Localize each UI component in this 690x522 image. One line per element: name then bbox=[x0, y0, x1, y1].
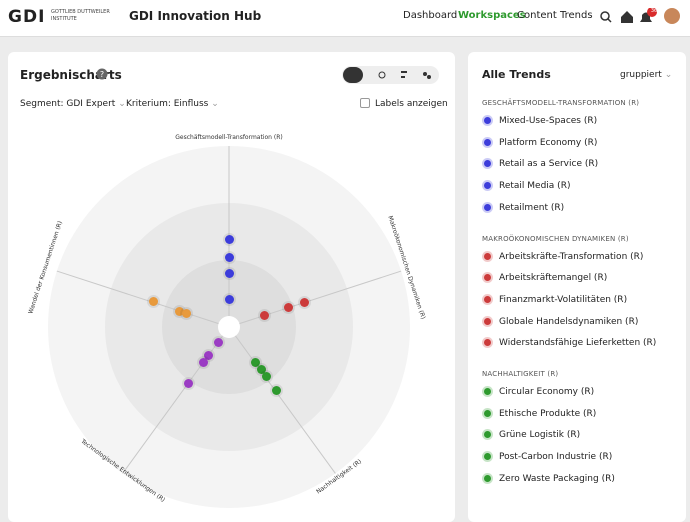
trend-dot bbox=[484, 339, 491, 347]
trends-title: Alle Trends bbox=[482, 68, 551, 81]
trend-item[interactable]: Finanzmarkt-Volatilitäten (R) bbox=[499, 294, 628, 305]
group-heading: MAKROÖKONOMISCHEN DYNAMIKEN (R) bbox=[482, 234, 629, 243]
nav-link[interactable]: Dashboard bbox=[403, 10, 458, 21]
trend-dot[interactable] bbox=[259, 310, 269, 320]
group-heading: NACHHALTIGKEIT (R) bbox=[482, 370, 559, 378]
trend-dot[interactable] bbox=[224, 234, 234, 244]
trend-dot bbox=[484, 160, 491, 168]
app-title: GDI Innovation Hub bbox=[129, 9, 262, 23]
view-toggle[interactable] bbox=[342, 66, 442, 86]
trend-item[interactable]: Ethische Produkte (R) bbox=[499, 408, 597, 419]
trend-dot[interactable] bbox=[148, 296, 158, 306]
trend-item[interactable]: Retail as a Service (R) bbox=[499, 159, 599, 170]
svg-text:?: ? bbox=[100, 70, 104, 79]
trend-dot[interactable] bbox=[224, 252, 234, 262]
trend-dot[interactable] bbox=[224, 268, 234, 278]
trend-item[interactable]: Mixed-Use-Spaces (R) bbox=[499, 116, 598, 126]
logo-line: GOTTLIEB DUTTWEILER bbox=[51, 9, 110, 15]
trend-dot[interactable] bbox=[271, 385, 281, 395]
help-icon[interactable]: ? bbox=[96, 68, 110, 82]
trend-item[interactable]: Zero Waste Packaging (R) bbox=[499, 473, 615, 484]
trend-dot[interactable] bbox=[198, 357, 208, 367]
axis-line bbox=[228, 270, 402, 328]
trend-item[interactable]: Grüne Logistik (R) bbox=[499, 430, 581, 441]
logo[interactable]: GDI bbox=[8, 7, 46, 27]
trend-dot[interactable] bbox=[203, 350, 213, 360]
nav-link[interactable]: Trends bbox=[560, 10, 593, 21]
trend-dot[interactable] bbox=[181, 308, 191, 318]
segment-select[interactable]: Segment: GDI Expert ⌄ bbox=[20, 99, 126, 109]
trend-dot[interactable] bbox=[250, 357, 260, 367]
badge-count: 36 bbox=[650, 8, 658, 14]
trend-dot[interactable] bbox=[283, 302, 293, 312]
axis-line bbox=[228, 326, 336, 474]
group-heading: GESCHÄFTSMODELL-TRANSFORMATION (R) bbox=[482, 99, 640, 107]
trend-item[interactable]: Circular Economy (R) bbox=[499, 387, 595, 397]
trend-dot bbox=[484, 117, 491, 124]
trend-dot bbox=[484, 295, 491, 303]
segment-label: Segment: GDI Expert bbox=[20, 99, 116, 109]
trend-item[interactable]: Widerstandsfähige Lieferketten (R) bbox=[499, 338, 657, 349]
trend-dot bbox=[484, 274, 491, 282]
trend-item[interactable]: Globale Handelsdynamiken (R) bbox=[499, 316, 639, 327]
trend-item[interactable]: Arbeitskräftemangel (R) bbox=[499, 273, 608, 284]
trend-dot[interactable] bbox=[299, 297, 309, 307]
nav-link[interactable]: Workspaces bbox=[458, 10, 526, 21]
criterion-label: Kriterium: Einfluss bbox=[126, 99, 209, 109]
search-icon[interactable] bbox=[600, 11, 610, 21]
home-icon[interactable] bbox=[621, 11, 633, 23]
trend-item[interactable]: Retail Media (R) bbox=[499, 181, 571, 192]
trend-dot[interactable] bbox=[213, 337, 223, 347]
trend-dot[interactable] bbox=[261, 371, 271, 381]
trend-dot bbox=[484, 453, 491, 461]
labels-checkbox[interactable] bbox=[360, 98, 370, 108]
axis-line bbox=[56, 270, 230, 328]
trend-dot[interactable] bbox=[183, 378, 193, 388]
trend-item[interactable]: Post-Carbon Industrie (R) bbox=[499, 452, 613, 463]
criterion-select[interactable]: Kriterium: Einfluss ⌄ bbox=[126, 99, 219, 109]
avatar[interactable] bbox=[664, 8, 680, 24]
badge bbox=[647, 8, 657, 17]
search-icon-handle bbox=[607, 18, 612, 23]
trend-item[interactable]: Arbeitskräfte-Transformation (R) bbox=[499, 251, 644, 262]
trend-dot[interactable] bbox=[256, 364, 266, 374]
trend-item[interactable]: Platform Economy (R) bbox=[499, 137, 598, 148]
axis-label: Geschäftsmodell-Transformation (R) bbox=[175, 134, 282, 141]
trend-dot bbox=[484, 182, 491, 190]
grouping-label: gruppiert bbox=[620, 70, 662, 80]
trend-dot bbox=[484, 317, 491, 325]
nav-link[interactable]: Content bbox=[517, 10, 557, 21]
header: GDI GOTTLIEB DUTTWEILER INSTITUTE GDI In… bbox=[0, 0, 690, 37]
logo-line: INSTITUTE bbox=[51, 16, 77, 22]
trend-dot bbox=[484, 252, 491, 260]
trend-dot bbox=[484, 409, 491, 417]
trend-dot bbox=[484, 431, 491, 439]
trend-dot bbox=[484, 203, 491, 211]
radar-chart: Geschäftsmodell-Transformation (R)Makroö… bbox=[27, 134, 426, 508]
trends-card: Alle Trends gruppiert ⌄ GESCHÄFTSMODELL-… bbox=[468, 52, 686, 522]
trend-dot bbox=[484, 138, 491, 146]
trend-item[interactable]: Retailment (R) bbox=[499, 202, 565, 213]
card-title: Ergebnischarts bbox=[20, 68, 122, 82]
trend-dot bbox=[484, 388, 491, 395]
labels-toggle-label: Labels anzeigen bbox=[375, 99, 448, 109]
header-icons bbox=[600, 8, 680, 24]
trend-dot bbox=[484, 474, 491, 482]
trend-dot[interactable] bbox=[224, 294, 234, 304]
center bbox=[218, 316, 240, 338]
grouping-select[interactable]: gruppiert ⌄ bbox=[620, 70, 673, 80]
